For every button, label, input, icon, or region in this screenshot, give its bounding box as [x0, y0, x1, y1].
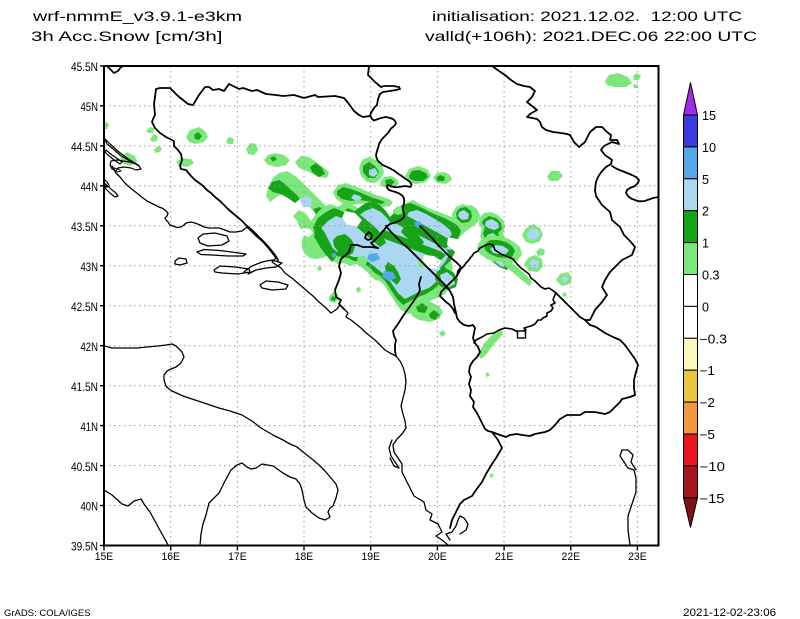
svg-text:40N: 40N	[81, 501, 99, 514]
svg-text:0: 0	[702, 300, 709, 314]
svg-text:39.5N: 39.5N	[71, 541, 98, 554]
svg-text:−10: −10	[700, 460, 726, 474]
svg-text:19E: 19E	[361, 551, 380, 563]
svg-text:18E: 18E	[295, 551, 314, 563]
svg-text:41N: 41N	[81, 421, 99, 434]
svg-text:17E: 17E	[228, 551, 247, 563]
svg-text:−15: −15	[700, 492, 725, 506]
svg-text:1: 1	[702, 237, 709, 251]
svg-text:16E: 16E	[161, 551, 180, 563]
svg-text:45.5N: 45.5N	[71, 61, 98, 74]
svg-text:43N: 43N	[81, 261, 99, 274]
svg-text:−2: −2	[700, 396, 716, 410]
svg-text:5: 5	[702, 173, 709, 187]
svg-text:21E: 21E	[495, 551, 514, 563]
svg-text:−0.3: −0.3	[700, 332, 728, 346]
svg-text:−1: −1	[700, 364, 716, 378]
svg-text:45N: 45N	[81, 101, 99, 114]
svg-text:−5: −5	[700, 428, 716, 442]
svg-text:42.5N: 42.5N	[71, 301, 98, 314]
svg-text:22E: 22E	[562, 551, 581, 563]
svg-text:23E: 23E	[628, 551, 647, 563]
svg-text:15: 15	[702, 109, 716, 123]
svg-text:43.5N: 43.5N	[71, 221, 98, 234]
svg-text:44.5N: 44.5N	[71, 141, 98, 154]
svg-text:44N: 44N	[81, 181, 99, 194]
svg-text:41.5N: 41.5N	[71, 381, 98, 394]
svg-text:40.5N: 40.5N	[71, 461, 98, 474]
svg-text:10: 10	[702, 141, 716, 155]
svg-text:0.3: 0.3	[702, 269, 720, 283]
svg-text:15E: 15E	[95, 551, 114, 563]
svg-text:2: 2	[702, 205, 709, 219]
svg-text:42N: 42N	[81, 341, 99, 354]
svg-text:20E: 20E	[428, 551, 447, 563]
